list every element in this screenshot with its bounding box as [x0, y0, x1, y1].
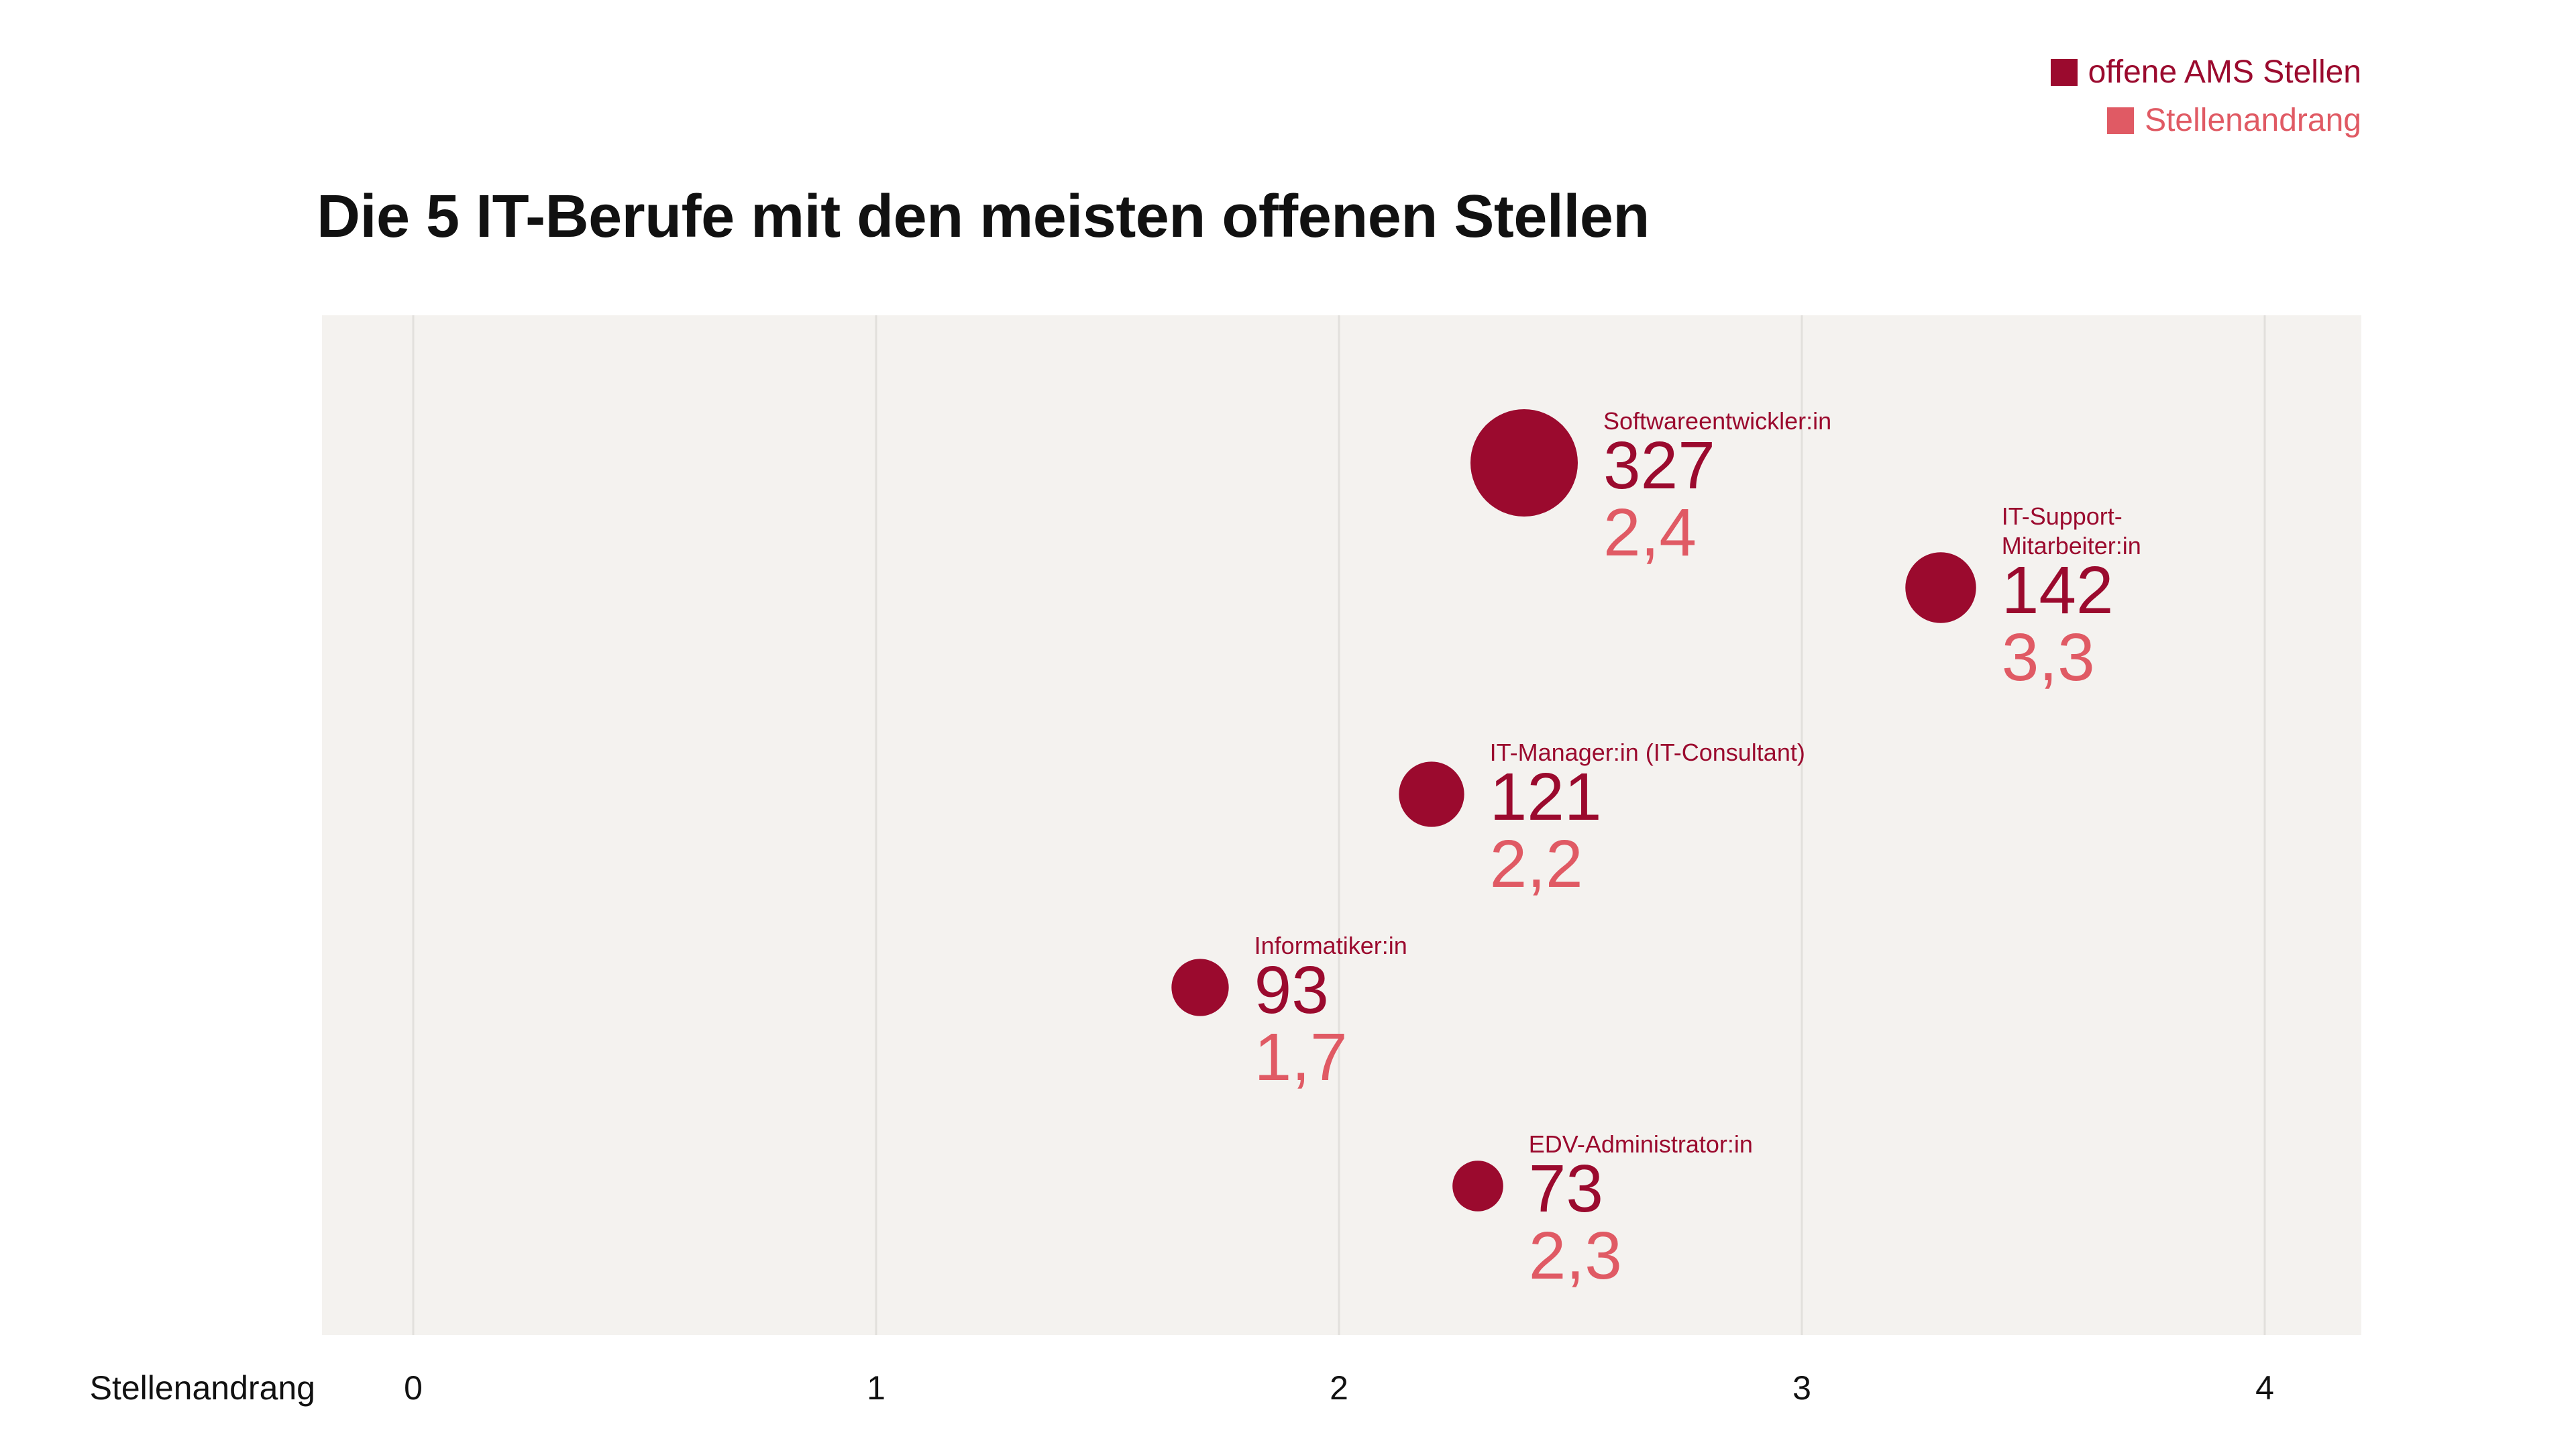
- x-tick-label-2: 2: [1330, 1369, 1348, 1407]
- legend: offene AMS Stellen Stellenandrang: [2050, 48, 2361, 145]
- data-point-3: [1399, 761, 1464, 827]
- legend-swatch-open-positions: [2050, 59, 2078, 86]
- point-label-2-line-2: Mitarbeiter:in: [2002, 532, 2141, 559]
- point-label-2-line-1: IT-Support-: [2002, 502, 2123, 530]
- data-point-1: [1470, 409, 1578, 517]
- chart-title: Die 5 IT-Berufe mit den meisten offenen …: [317, 183, 1650, 250]
- legend-label-open-positions: offene AMS Stellen: [2088, 54, 2361, 90]
- point-value-andrang-5: 2,3: [1529, 1218, 1622, 1293]
- legend-swatch-stellenandrang: [2107, 107, 2135, 134]
- point-value-andrang-3: 2,2: [1490, 826, 1583, 902]
- legend-label-stellenandrang: Stellenandrang: [2145, 103, 2361, 138]
- x-tick-label-4: 4: [2255, 1369, 2274, 1407]
- data-point-4: [1171, 959, 1229, 1016]
- x-tick-label-0: 0: [404, 1369, 423, 1407]
- point-value-open-4: 93: [1254, 953, 1329, 1028]
- x-tick-label-3: 3: [1792, 1369, 1811, 1407]
- point-label-4: Informatiker:in: [1254, 932, 1407, 959]
- point-value-andrang-2: 3,3: [2002, 620, 2095, 695]
- point-value-open-3: 121: [1490, 759, 1602, 835]
- x-axis-label: Stellenandrang: [90, 1369, 315, 1407]
- point-label-1: Softwareentwickler:in: [1603, 407, 1831, 435]
- plot-area: [322, 315, 2361, 1335]
- x-tick-label-1: 1: [867, 1369, 885, 1407]
- data-point-2: [1905, 552, 1976, 623]
- legend-item-open-positions: offene AMS Stellen: [2050, 48, 2361, 97]
- legend-item-stellenandrang: Stellenandrang: [2051, 97, 2361, 145]
- point-value-andrang-1: 2,4: [1603, 495, 1697, 570]
- point-value-open-2: 142: [2002, 553, 2114, 628]
- point-value-open-5: 73: [1529, 1151, 1603, 1226]
- point-label-5: EDV-Administrator:in: [1529, 1130, 1753, 1158]
- point-value-open-1: 327: [1603, 428, 1715, 503]
- point-value-andrang-4: 1,7: [1254, 1020, 1348, 1095]
- data-point-5: [1452, 1161, 1503, 1212]
- point-label-3: IT-Manager:in (IT-Consultant): [1490, 739, 1805, 766]
